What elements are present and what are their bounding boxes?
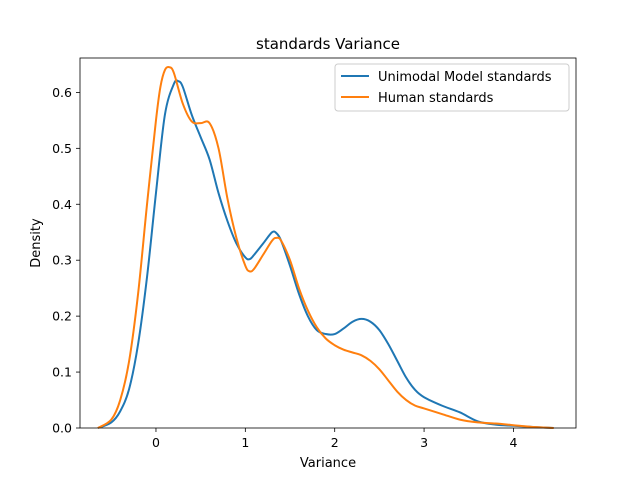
x-tick-label: 2 [331,435,339,450]
x-axis-label: Variance [300,456,356,471]
x-axis-ticks: 0 1 2 3 4 [152,428,517,450]
y-tick-label: 0.2 [52,309,72,324]
chart-title: standards Variance [256,35,400,53]
curves [97,66,554,429]
y-tick-label: 0.3 [52,253,72,268]
axes-frame [79,57,577,429]
y-tick-label: 0.0 [52,421,72,436]
series-line-1 [97,66,554,429]
y-axis-ticks: 0.0 0.1 0.2 0.3 0.4 0.5 0.6 [52,85,80,436]
legend-box [334,63,570,112]
y-axis-label: Density [29,218,44,268]
x-tick-label: 4 [509,435,517,450]
legend-label-human: Human standards [378,91,494,106]
x-tick-label: 3 [420,435,428,450]
x-tick-label: 1 [241,435,249,450]
y-tick-label: 0.4 [52,197,72,212]
y-tick-label: 0.5 [52,141,72,156]
y-tick-label: 0.1 [52,365,72,380]
x-tick-label: 0 [152,435,160,450]
legend-label-unimodal: Unimodal Model standards [378,70,552,85]
legend: Unimodal Model standards Human standards [334,63,570,112]
y-tick-label: 0.6 [52,85,72,100]
